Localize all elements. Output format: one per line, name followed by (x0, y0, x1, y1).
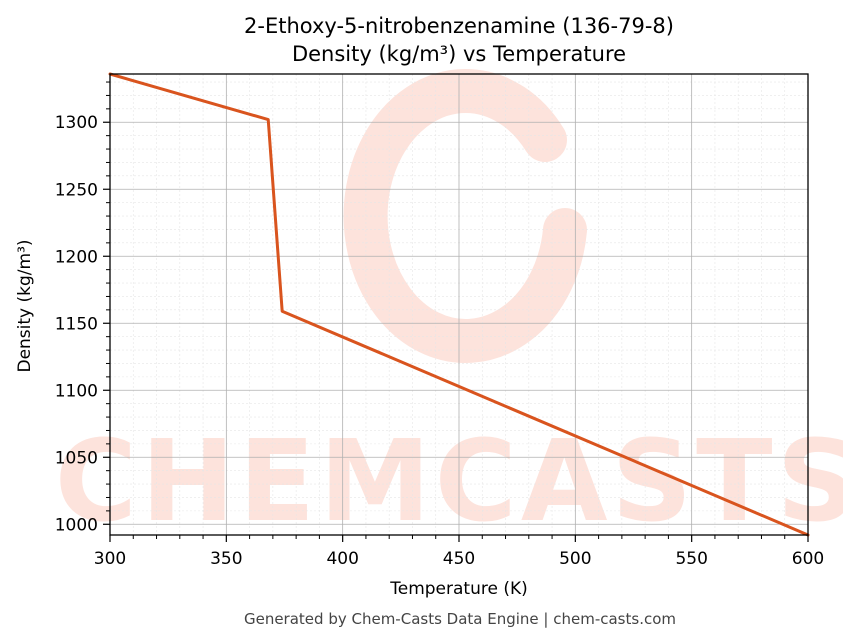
density-line (108, 72, 810, 537)
x-tick-label: 300 (94, 549, 126, 569)
chart-subtitle: Density (kg/m³) vs Temperature (292, 42, 626, 66)
footer-credit: Generated by Chem-Casts Data Engine | ch… (244, 610, 676, 628)
chart-title: 2-Ethoxy-5-nitrobenzenamine (136-79-8) (244, 14, 674, 38)
x-tick-label: 350 (210, 549, 242, 569)
y-tick-label: 1050 (55, 448, 98, 468)
x-tick-label: 500 (559, 549, 591, 569)
y-tick-label: 1000 (55, 515, 98, 535)
chemcasts-watermark: CHEMCASTS (55, 69, 843, 547)
x-tick-label: 550 (675, 549, 707, 569)
x-axis: 300 350 400 450 500 550 600 (94, 535, 824, 569)
y-axis: 1000 1050 1100 1150 1200 1250 1300 (55, 81, 110, 535)
y-tick-label: 1150 (55, 314, 98, 334)
x-tick-label: 600 (792, 549, 824, 569)
y-tick-label: 1250 (55, 180, 98, 200)
y-axis-label: Density (kg/m³) (15, 239, 35, 372)
y-tick-label: 1100 (55, 381, 98, 401)
y-tick-label: 1200 (55, 247, 98, 267)
x-tick-label: 450 (443, 549, 475, 569)
x-axis-label: Temperature (K) (389, 579, 528, 599)
x-tick-label: 400 (326, 549, 358, 569)
watermark-text: CHEMCASTS (55, 417, 843, 547)
y-tick-label: 1300 (55, 113, 98, 133)
series-layer (108, 72, 810, 537)
